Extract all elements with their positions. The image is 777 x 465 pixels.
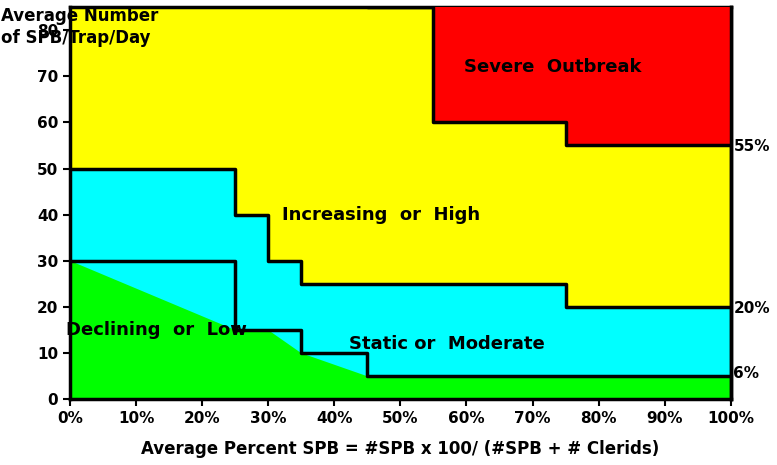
Text: Severe  Outbreak: Severe Outbreak — [464, 58, 641, 76]
Text: Static or  Moderate: Static or Moderate — [349, 335, 545, 353]
Text: Increasing  or  High: Increasing or High — [281, 206, 479, 224]
Polygon shape — [70, 7, 730, 399]
Polygon shape — [70, 261, 730, 399]
Text: Declining  or  Low: Declining or Low — [65, 321, 246, 339]
X-axis label: Average Percent SPB = #SPB x 100/ (#SPB + # Clerids): Average Percent SPB = #SPB x 100/ (#SPB … — [141, 440, 660, 458]
Polygon shape — [70, 168, 730, 376]
Text: Average Number
of SPB/Trap/Day: Average Number of SPB/Trap/Day — [1, 7, 159, 47]
Polygon shape — [368, 7, 730, 146]
